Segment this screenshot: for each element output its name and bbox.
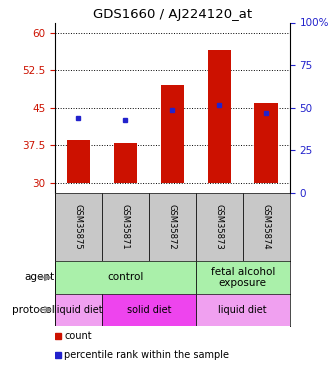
Title: GDS1660 / AJ224120_at: GDS1660 / AJ224120_at — [93, 8, 252, 21]
Bar — [196, 294, 290, 326]
Text: GSM35871: GSM35871 — [121, 204, 130, 250]
Text: percentile rank within the sample: percentile rank within the sample — [64, 350, 229, 360]
Text: liquid diet: liquid diet — [54, 305, 103, 315]
Bar — [55, 294, 102, 326]
Text: GSM35875: GSM35875 — [74, 204, 83, 250]
Bar — [207, 50, 231, 183]
Bar — [102, 294, 196, 326]
Bar — [67, 140, 90, 183]
Bar — [114, 143, 137, 183]
Text: agent: agent — [25, 273, 55, 282]
Text: control: control — [107, 273, 144, 282]
Bar — [55, 261, 196, 294]
Text: GSM35872: GSM35872 — [168, 204, 177, 250]
Bar — [149, 193, 196, 261]
Bar — [254, 103, 278, 183]
Text: GSM35874: GSM35874 — [262, 204, 271, 250]
Bar — [161, 85, 184, 183]
Text: GSM35873: GSM35873 — [215, 204, 224, 250]
Text: count: count — [64, 332, 92, 342]
Text: solid diet: solid diet — [127, 305, 171, 315]
Bar — [196, 261, 290, 294]
Bar — [243, 193, 290, 261]
Bar — [102, 193, 149, 261]
Text: fetal alcohol
exposure: fetal alcohol exposure — [210, 267, 275, 288]
Bar — [196, 193, 243, 261]
Text: protocol: protocol — [12, 305, 55, 315]
Bar — [55, 193, 102, 261]
Text: liquid diet: liquid diet — [218, 305, 267, 315]
